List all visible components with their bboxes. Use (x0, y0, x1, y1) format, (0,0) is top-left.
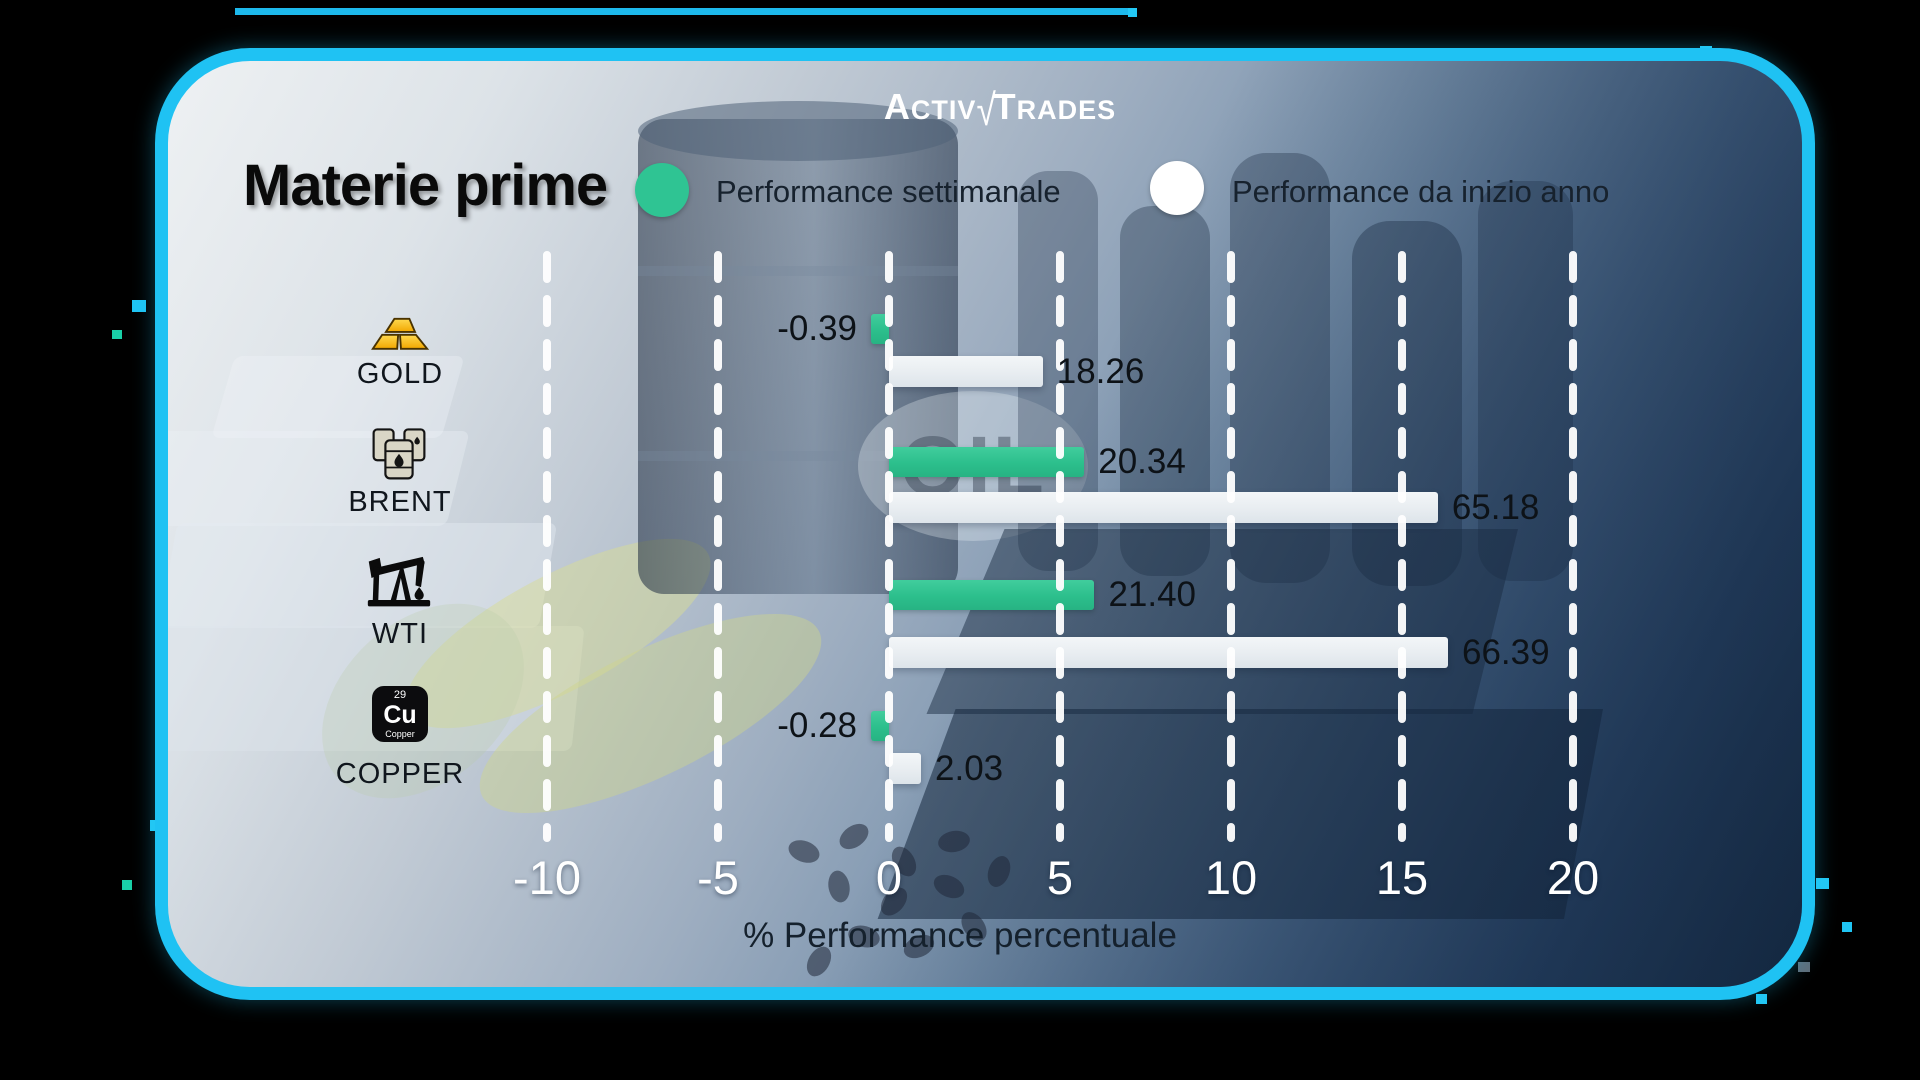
weekly-bar-copper (871, 711, 889, 741)
category-label-copper: COPPER (335, 758, 465, 790)
ytd-bar-copper (889, 753, 921, 784)
activtrades-logo: ACTIV√TRADES (883, 86, 1117, 135)
x-tick-label: 0 (875, 851, 903, 904)
x-axis-title: % Performance percentuale (743, 916, 1177, 955)
value-label: 66.39 (1462, 632, 1550, 672)
value-label: 18.26 (1056, 351, 1145, 391)
decor-pixel (122, 880, 132, 890)
value-label: 2.03 (935, 748, 1004, 788)
page-title: Materie prime (243, 153, 608, 218)
copper-element-icon: 29 Cu Copper (372, 686, 428, 742)
x-tick-label: 10 (1204, 851, 1258, 904)
weekly-bar-brent (889, 447, 1085, 477)
category-label-gold: GOLD (356, 358, 444, 390)
x-tick-label: -5 (697, 851, 739, 904)
decor-pixel (1798, 962, 1810, 972)
decor-pixel (1842, 922, 1852, 932)
value-label: 20.34 (1098, 442, 1186, 481)
weekly-bar-wti (889, 580, 1095, 610)
x-tick-label: 5 (1046, 851, 1074, 904)
legend-dot-ytd (1150, 161, 1204, 215)
value-label: 21.40 (1108, 575, 1197, 614)
ytd-bar-wti (889, 637, 1448, 668)
decor-pixel-line (235, 8, 1130, 15)
decor-pixel (1816, 878, 1829, 889)
decor-pixel (132, 300, 146, 312)
x-tick-label: -10 (513, 851, 581, 904)
category-label-brent: BRENT (348, 486, 452, 518)
checkmark-icon: √ (976, 86, 998, 135)
legend-dot-weekly (635, 163, 689, 217)
oil-barrels-icon (370, 424, 428, 487)
ytd-bar-brent (889, 492, 1438, 523)
gold-ingots-icon (370, 310, 430, 357)
decor-pixel (1128, 8, 1137, 17)
oil-pumpjack-icon (366, 548, 432, 613)
decor-pixel (112, 330, 122, 339)
value-label: -0.28 (777, 706, 857, 745)
legend-label-weekly: Performance settimanale (716, 174, 1061, 209)
ytd-bar-gold (889, 356, 1043, 387)
decor-pixel (1756, 994, 1767, 1004)
value-label: -0.39 (777, 309, 857, 348)
x-tick-label: 15 (1375, 851, 1429, 904)
weekly-bar-gold (871, 314, 889, 344)
legend-label-ytd: Performance da inizio anno (1232, 174, 1610, 209)
x-tick-label: 20 (1546, 851, 1600, 904)
logo-text: A (883, 86, 911, 127)
category-label-wti: WTI (371, 618, 429, 650)
value-label: 65.18 (1451, 487, 1540, 527)
